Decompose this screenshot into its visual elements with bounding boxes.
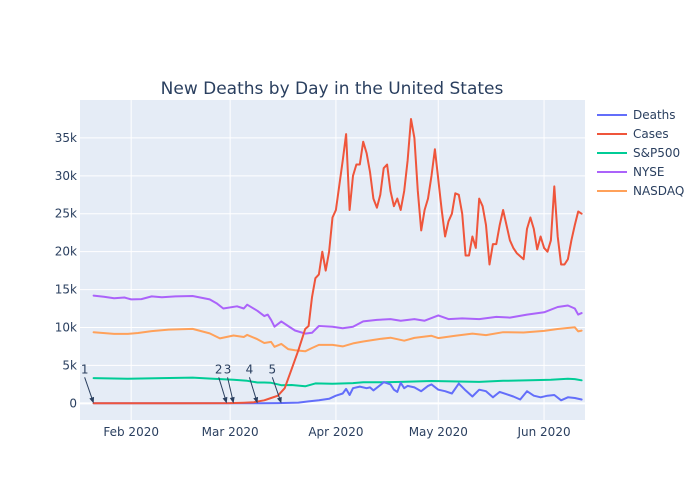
annotation-arrowhead <box>276 396 282 404</box>
annotation-5: 5 <box>268 362 282 404</box>
x-tick-label: May 2020 <box>409 425 468 439</box>
series-line-nasdaq <box>92 326 583 353</box>
y-tick-label: 5k <box>62 358 77 372</box>
y-tick-label: 0 <box>69 396 77 410</box>
annotation-3: 3 <box>224 362 235 404</box>
y-tick-label: 30k <box>55 169 77 183</box>
series-layer <box>92 118 583 405</box>
axes: Feb 2020 Mar 2020 Apr 2020 May 2020 Jun 2020… <box>55 131 571 439</box>
legend-label: S&P500 <box>633 146 680 160</box>
legend-item-cases[interactable]: Cases <box>597 127 669 141</box>
annotation-arrowhead <box>229 396 235 404</box>
legend-item-nyse[interactable]: NYSE <box>597 165 665 179</box>
legend-label: NASDAQ <box>633 184 684 198</box>
x-tick-label: Mar 2020 <box>202 425 259 439</box>
plot-background <box>80 100 585 420</box>
x-tick-label: Jun 2020 <box>516 425 570 439</box>
legend-item-nasdaq[interactable]: NASDAQ <box>597 184 684 198</box>
annotation-4: 4 <box>246 362 259 404</box>
annotation-2: 2 <box>215 362 228 404</box>
series-line-cases <box>92 118 583 405</box>
x-tick-label: Feb 2020 <box>103 425 159 439</box>
annotation-label: 3 <box>224 362 232 376</box>
series-line-s-p500 <box>92 376 583 388</box>
y-tick-label: 20k <box>55 245 77 259</box>
y-tick-label: 10k <box>55 320 77 334</box>
legend[interactable]: Deaths Cases S&P500 NYSE NASDAQ <box>597 108 684 198</box>
annotation-arrow-line <box>84 377 93 399</box>
annotation-arrow-line <box>248 377 257 399</box>
annotation-arrow-line <box>227 377 233 399</box>
legend-label: Deaths <box>633 108 676 122</box>
series-line-deaths <box>92 381 583 405</box>
chart-title: New Deaths by Day in the United States <box>161 79 504 99</box>
annotation-arrow-line <box>271 377 281 399</box>
series-line-nyse <box>92 294 583 335</box>
y-tick-label: 35k <box>55 131 77 145</box>
y-tick-label: 15k <box>55 283 77 297</box>
annotation-label: 1 <box>81 362 89 376</box>
annotation-label: 4 <box>246 362 254 376</box>
annotation-label: 2 <box>215 362 223 376</box>
annotation-arrow-line <box>218 377 226 399</box>
annotation-1: 1 <box>81 362 95 404</box>
legend-label: NYSE <box>633 165 665 179</box>
legend-label: Cases <box>633 127 669 141</box>
annotation-label: 5 <box>268 362 276 376</box>
y-tick-label: 25k <box>55 207 77 221</box>
x-tick-label: Apr 2020 <box>308 425 363 439</box>
annotation-arrowhead <box>253 396 259 404</box>
legend-item-deaths[interactable]: Deaths <box>597 108 676 122</box>
legend-item-s-p500[interactable]: S&P500 <box>597 146 680 160</box>
annotation-arrowhead <box>222 396 228 404</box>
annotation-arrowhead <box>89 396 95 404</box>
